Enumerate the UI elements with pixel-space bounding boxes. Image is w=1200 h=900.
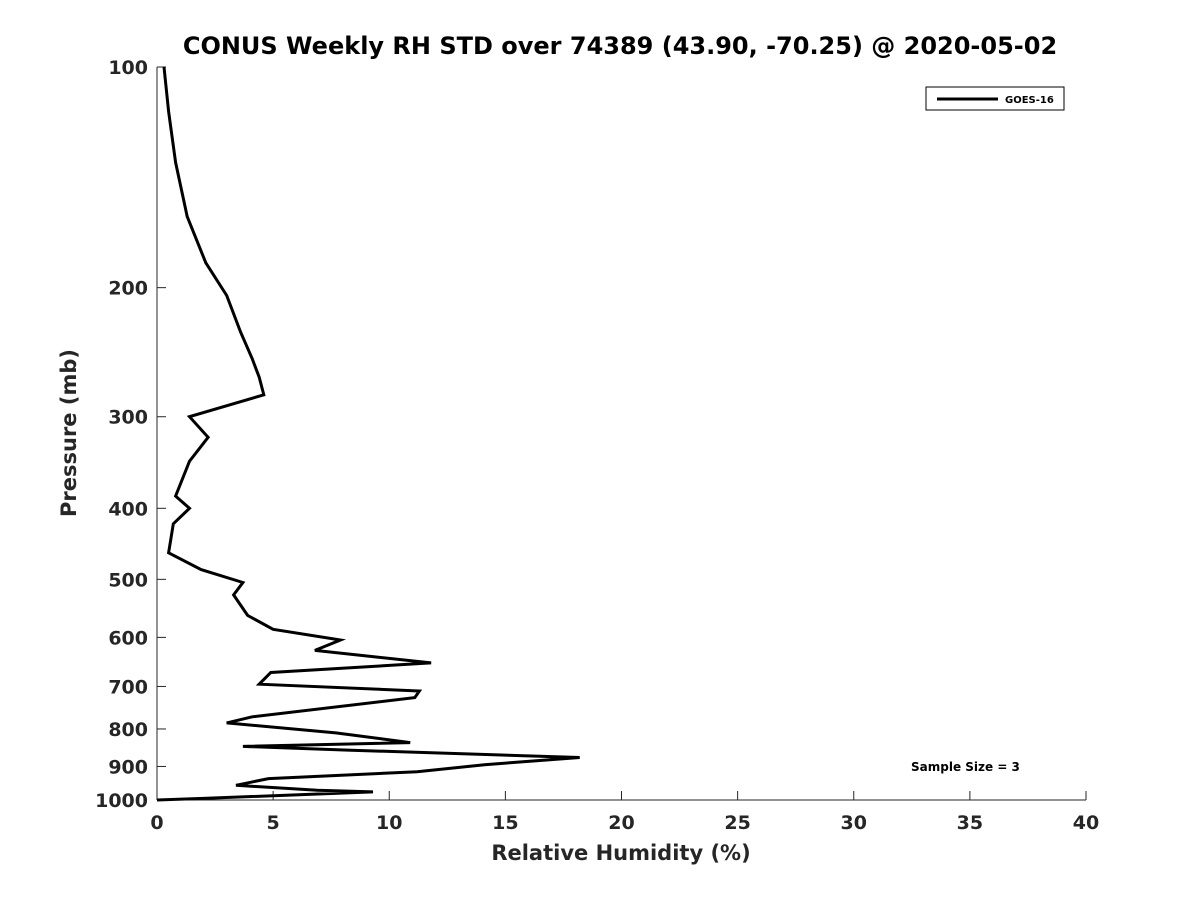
x-tick-label: 20: [608, 812, 634, 834]
y-tick-label: 1000: [95, 790, 148, 812]
x-axis-label: Relative Humidity (%): [491, 841, 750, 865]
legend-label: GOES-16: [1005, 95, 1054, 106]
x-tick-label: 35: [957, 812, 983, 834]
legend: GOES-16: [925, 86, 1065, 111]
chart-title: CONUS Weekly RH STD over 74389 (43.90, -…: [183, 32, 1057, 60]
x-tick-label: 15: [492, 812, 518, 834]
series-layer: [156, 66, 580, 802]
y-axis-label: Pressure (mb): [57, 349, 81, 517]
x-tick-label: 0: [150, 812, 163, 834]
y-tick-label: 400: [108, 498, 148, 520]
x-tick-label: 5: [267, 812, 280, 834]
x-tick-label: 30: [841, 812, 867, 834]
series-line-goes-16: [156, 66, 580, 802]
y-tick-label: 700: [108, 676, 148, 698]
x-tick-label: 25: [724, 812, 750, 834]
y-tick-label: 100: [108, 57, 148, 79]
y-tick-label: 500: [108, 569, 148, 591]
x-tick-label: 10: [376, 812, 402, 834]
y-tick-label: 600: [108, 627, 148, 649]
sample-size-annotation: Sample Size = 3: [911, 760, 1020, 774]
x-tick-label: 40: [1073, 812, 1099, 834]
y-tick-label: 300: [108, 407, 148, 429]
y-tick-label: 800: [108, 719, 148, 741]
y-tick-label: 200: [108, 278, 148, 300]
y-tick-label: 900: [108, 756, 148, 778]
axes: 0 5 10 15 20 25 30 35 40 100 200 300 400 500 600 700 800…: [95, 57, 1099, 834]
